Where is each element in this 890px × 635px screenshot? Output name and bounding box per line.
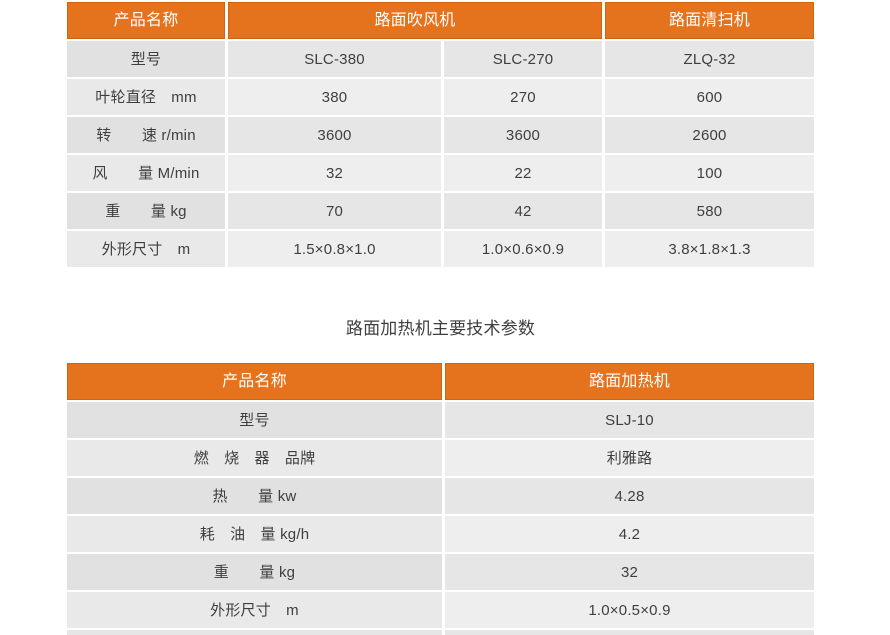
t2-row-fuel-consumption-value: 4.2 [445, 516, 814, 552]
t2-header-road-heater: 路面加热机 [445, 363, 814, 400]
t1-row-dimensions-value: 1.0×0.6×0.9 [444, 231, 602, 267]
blower-sweeper-spec-table: 产品名称 路面吹风机 路面清扫机 型号 SLC-380 SLC-270 ZLQ-… [67, 2, 814, 267]
heater-spec-table: 产品名称 路面加热机 型号 SLJ-10 燃 烧 器 品牌 利雅路 热 量 kw… [67, 363, 814, 635]
t2-row-dimensions-label: 外形尺寸 m [67, 592, 442, 628]
t1-row-impeller-diameter-value: 380 [228, 79, 441, 115]
t1-header-road-blower: 路面吹风机 [228, 2, 602, 39]
t1-row-weight-value: 70 [228, 193, 441, 229]
t1-row-air-volume-value: 22 [444, 155, 602, 191]
t1-header-road-sweeper: 路面清扫机 [605, 2, 814, 39]
t1-row-rotation-speed-value: 3600 [228, 117, 441, 153]
t1-row-air-volume-label: 风 量 M/min [67, 155, 225, 191]
t2-row-burner-brand-value: 利雅路 [445, 440, 814, 476]
t1-row-dimensions-value: 3.8×1.8×1.3 [605, 231, 814, 267]
t2-row-fuel-consumption-label: 耗 油 量 kg/h [67, 516, 442, 552]
t1-row-impeller-diameter-label: 叶轮直径 mm [67, 79, 225, 115]
clipped-next-row [67, 630, 442, 635]
t1-row-air-volume-value: 100 [605, 155, 814, 191]
t2-row-weight-label: 重 量 kg [67, 554, 442, 590]
t2-row-weight-value: 32 [445, 554, 814, 590]
t1-row-weight-value: 42 [444, 193, 602, 229]
t1-row-weight-label: 重 量 kg [67, 193, 225, 229]
t2-header-product-name: 产品名称 [67, 363, 442, 400]
t1-row-model-value: SLC-270 [444, 41, 602, 77]
t1-row-rotation-speed-value: 3600 [444, 117, 602, 153]
t1-row-weight-value: 580 [605, 193, 814, 229]
t1-header-product-name: 产品名称 [67, 2, 225, 39]
t1-row-air-volume-value: 32 [228, 155, 441, 191]
t1-row-impeller-diameter-value: 270 [444, 79, 602, 115]
t1-row-dimensions-value: 1.5×0.8×1.0 [228, 231, 441, 267]
t1-row-impeller-diameter-value: 600 [605, 79, 814, 115]
t1-row-model-value: ZLQ-32 [605, 41, 814, 77]
t1-row-rotation-speed-value: 2600 [605, 117, 814, 153]
t1-row-model-label: 型号 [67, 41, 225, 77]
clipped-next-row [445, 630, 814, 635]
t1-row-dimensions-label: 外形尺寸 m [67, 231, 225, 267]
t2-row-model-label: 型号 [67, 402, 442, 438]
t2-row-dimensions-value: 1.0×0.5×0.9 [445, 592, 814, 628]
t2-row-model-value: SLJ-10 [445, 402, 814, 438]
t1-row-rotation-speed-label: 转 速 r/min [67, 117, 225, 153]
t1-row-model-value: SLC-380 [228, 41, 441, 77]
heater-section-title: 路面加热机主要技术参数 [345, 319, 536, 338]
t2-row-burner-brand-label: 燃 烧 器 品牌 [67, 440, 442, 476]
t2-row-heat-label: 热 量 kw [67, 478, 442, 514]
t2-row-heat-value: 4.28 [445, 478, 814, 514]
